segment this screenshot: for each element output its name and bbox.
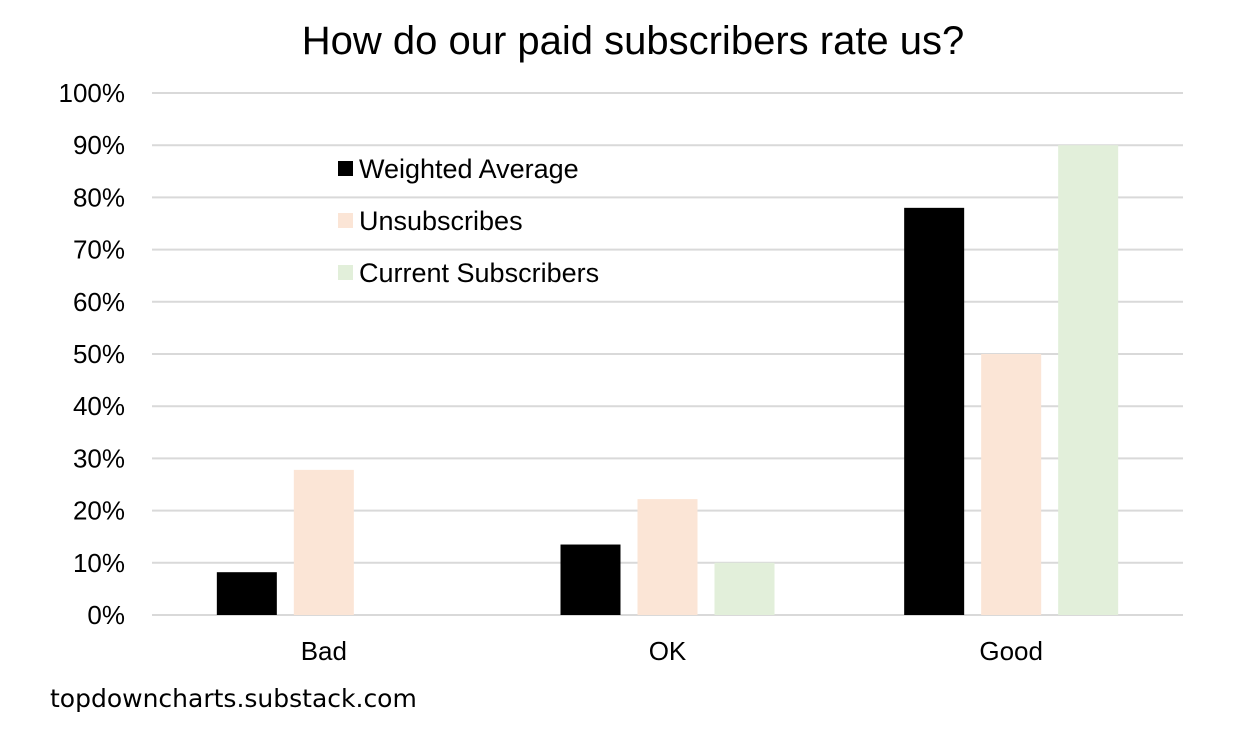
- legend-label: Unsubscribes: [359, 206, 523, 236]
- x-tick-label: Bad: [301, 636, 347, 666]
- bar-good-unsubscribes: [981, 354, 1042, 615]
- bar-ok-current-subscribers: [714, 562, 775, 615]
- y-tick-label: 0%: [87, 600, 125, 630]
- legend-swatch: [338, 161, 353, 176]
- legend-swatch: [338, 213, 353, 228]
- y-axis-tick-labels: 0% 10% 20% 30% 40% 50% 60% 70% 80% 90% 100%: [59, 78, 126, 630]
- x-axis-tick-labels: Bad OK Good: [301, 636, 1043, 666]
- y-tick-label: 40%: [73, 391, 125, 421]
- y-tick-label: 90%: [73, 130, 125, 160]
- y-tick-label: 70%: [73, 235, 125, 265]
- source-note: topdowncharts.substack.com: [50, 684, 417, 713]
- legend-swatch: [338, 265, 353, 280]
- y-tick-label: 60%: [73, 287, 125, 317]
- y-tick-label: 100%: [59, 78, 126, 108]
- bar-good-weighted-average: [904, 207, 965, 615]
- bar-bad-weighted-average: [216, 572, 277, 615]
- legend-label: Weighted Average: [359, 154, 579, 184]
- bar-good-current-subscribers: [1058, 145, 1119, 615]
- bar-ok-weighted-average: [560, 544, 621, 615]
- y-tick-label: 20%: [73, 496, 125, 526]
- legend: Weighted Average Unsubscribes Current Subs…: [338, 154, 599, 288]
- y-tick-label: 80%: [73, 182, 125, 212]
- bars: [216, 145, 1119, 615]
- bar-ok-unsubscribes: [637, 499, 698, 615]
- y-tick-label: 30%: [73, 443, 125, 473]
- x-tick-label: Good: [979, 636, 1043, 666]
- legend-label: Current Subscribers: [359, 258, 599, 288]
- bar-bad-unsubscribes: [293, 469, 354, 615]
- y-tick-label: 10%: [73, 548, 125, 578]
- x-tick-label: OK: [649, 636, 687, 666]
- chart-title: How do our paid subscribers rate us?: [302, 19, 965, 63]
- y-tick-label: 50%: [73, 339, 125, 369]
